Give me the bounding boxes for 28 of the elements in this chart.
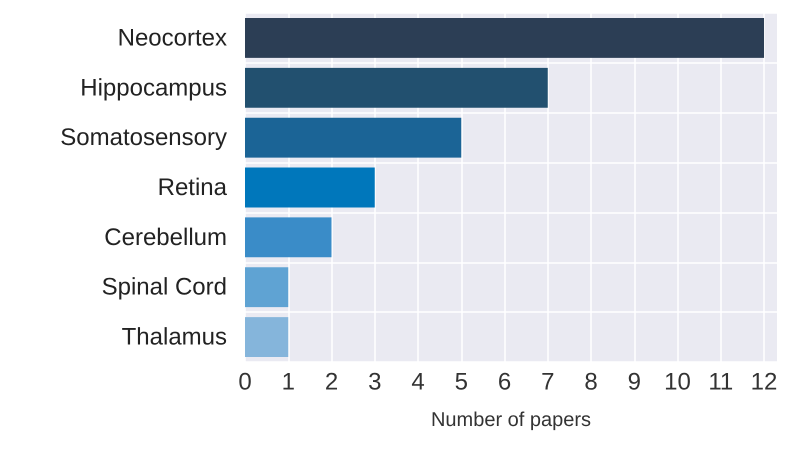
y-tick-label: Cerebellum (104, 224, 227, 251)
x-tick-label: 6 (498, 368, 512, 396)
x-tick-label: 10 (664, 368, 691, 396)
x-tick-label: 5 (454, 368, 468, 396)
y-tick-label: Spinal Cord (102, 274, 227, 301)
x-tick-label: 12 (750, 368, 778, 396)
x-tick-label: 3 (368, 368, 382, 396)
bar (245, 118, 462, 158)
x-axis-title: Number of papers (430, 409, 592, 431)
x-tick-label: 4 (411, 368, 425, 396)
x-tick-label: 8 (584, 368, 598, 396)
x-tick-label: 9 (628, 368, 641, 396)
x-tick-label: 1 (282, 368, 295, 396)
bar (245, 317, 288, 358)
x-tick-label: 0 (238, 368, 252, 396)
bar (245, 217, 332, 258)
bar (245, 68, 548, 108)
x-tick-label: 7 (541, 368, 554, 396)
bar (245, 168, 375, 208)
y-tick-label: Hippocampus (80, 74, 227, 102)
y-tick-label: Thalamus (122, 324, 227, 351)
bar (245, 18, 764, 58)
x-tick-label: 2 (324, 368, 338, 396)
bar (245, 267, 288, 308)
y-tick-label: Somatosensory (60, 124, 227, 152)
y-tick-label: Neocortex (118, 24, 227, 52)
x-tick-label: 11 (708, 368, 734, 396)
y-tick-label: Retina (158, 174, 228, 201)
